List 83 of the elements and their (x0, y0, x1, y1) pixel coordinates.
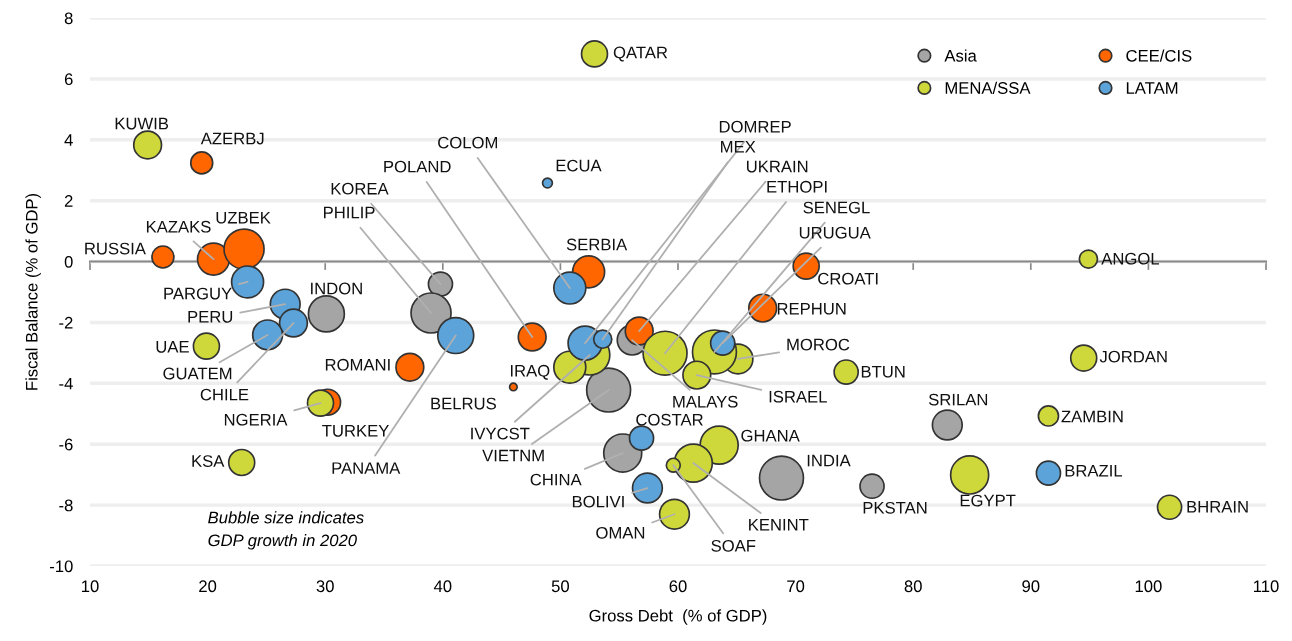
x-tick-label: 100 (1135, 580, 1162, 593)
annotation: SOAF (711, 539, 756, 552)
annotation: PKSTAN (863, 501, 927, 514)
annotation: BTUN (861, 365, 905, 378)
annotation: BOLIVI (572, 495, 624, 508)
annotation: POLAND (384, 160, 451, 173)
x-tick-label: 60 (669, 580, 687, 593)
annotation: ANGOL (1101, 252, 1160, 265)
annotation: UZBEK (216, 211, 271, 224)
y-tick-label: 2 (64, 195, 73, 207)
legend-label: LATAM (1126, 82, 1178, 94)
annotation: ETHOPI (767, 180, 827, 193)
y-tick-label: -10 (49, 560, 73, 573)
annotation: GUATEM (163, 367, 232, 380)
x-tick-label: 50 (551, 580, 570, 593)
annotation: MEX (721, 141, 756, 153)
annotation: EGYPT (960, 494, 1016, 507)
annotation: INDIA (807, 454, 851, 467)
legend-label: CEE/CIS (1126, 49, 1192, 62)
annotation: URUGUA (799, 226, 871, 239)
y-tick-label: 8 (64, 12, 73, 25)
annotation: Bubble size indicates GDP growth in 2020 (208, 511, 364, 550)
annotation: TURKEY (322, 425, 389, 437)
annotation: JORDAN (1099, 350, 1167, 363)
y-axis-title: Fiscal Balance (% of GDP) (25, 193, 41, 390)
x-tick-label: 10 (82, 580, 99, 593)
annotation: PARGUY (164, 287, 232, 300)
annotation: KUWIB (115, 117, 169, 130)
annotation: KOREA (331, 182, 389, 195)
annotation: GHANA (741, 429, 800, 442)
y-tick-label: -4 (59, 377, 73, 390)
annotation: SENEGL (803, 201, 870, 214)
annotation: BHRAIN (1187, 501, 1248, 513)
annotation: ZAMBIN (1061, 410, 1123, 423)
legend-label: Asia (944, 49, 977, 62)
annotation: IVYCST (471, 427, 530, 440)
annotation: KENINT (749, 518, 809, 531)
y-tick-label: -8 (59, 499, 73, 512)
annotation: OMAN (596, 526, 645, 539)
annotation: SERBIA (566, 238, 628, 251)
annotation: KAZAKS (146, 220, 211, 233)
x-tick-label: 90 (1022, 580, 1040, 593)
annotation: ISRAEL (769, 390, 827, 403)
x-tick-label: 30 (316, 580, 334, 593)
annotation: COLOM (438, 136, 497, 149)
annotation: BELRUS (431, 397, 496, 410)
annotation: COSTAR (636, 413, 703, 426)
annotation: CHILE (200, 388, 249, 401)
y-tick-label: 6 (64, 73, 73, 86)
annotation: MALAYS (673, 395, 738, 408)
annotation: QATAR (613, 46, 668, 62)
annotation: INDON (311, 282, 362, 295)
annotation: AZERBJ (200, 132, 264, 145)
legend-label: MENA/SSA (945, 81, 1031, 94)
annotation: DOMREP (719, 120, 791, 133)
annotation: ROMANI (325, 358, 390, 371)
annotation: IRAQ (510, 364, 550, 380)
annotation: BRAZIL (1065, 464, 1123, 477)
y-tick-label: -6 (59, 438, 73, 451)
annotation: UAE (156, 341, 189, 353)
x-tick-label: 80 (904, 580, 922, 593)
y-tick-label: -2 (59, 316, 73, 329)
annotation: CROATI (818, 272, 878, 285)
x-tick-label: 110 (1253, 580, 1279, 593)
annotation: PERU (188, 311, 233, 323)
annotation: NGERIA (224, 413, 288, 426)
x-tick-label: 20 (199, 580, 217, 593)
annotation: RUSSIA (85, 242, 146, 255)
annotation: ECUA (556, 159, 602, 172)
annotation: CHINA (530, 473, 582, 486)
x-tick-label: 70 (787, 580, 805, 593)
annotation: VIETNM (482, 449, 544, 462)
y-tick-label: 4 (64, 134, 73, 146)
annotation: REPHUN (777, 302, 846, 315)
x-tick-label: 40 (433, 580, 452, 593)
x-axis-title: Gross Debt (% of GDP) (589, 609, 767, 625)
annotation: SRILAN (928, 393, 988, 406)
annotation: KSA (192, 455, 225, 467)
annotation: UKRAIN (746, 160, 808, 173)
y-tick-label: 0 (64, 255, 73, 268)
annotation: MOROC (787, 338, 850, 351)
annotation: PANAMA (332, 462, 401, 474)
annotation: PHILIP (324, 206, 375, 219)
